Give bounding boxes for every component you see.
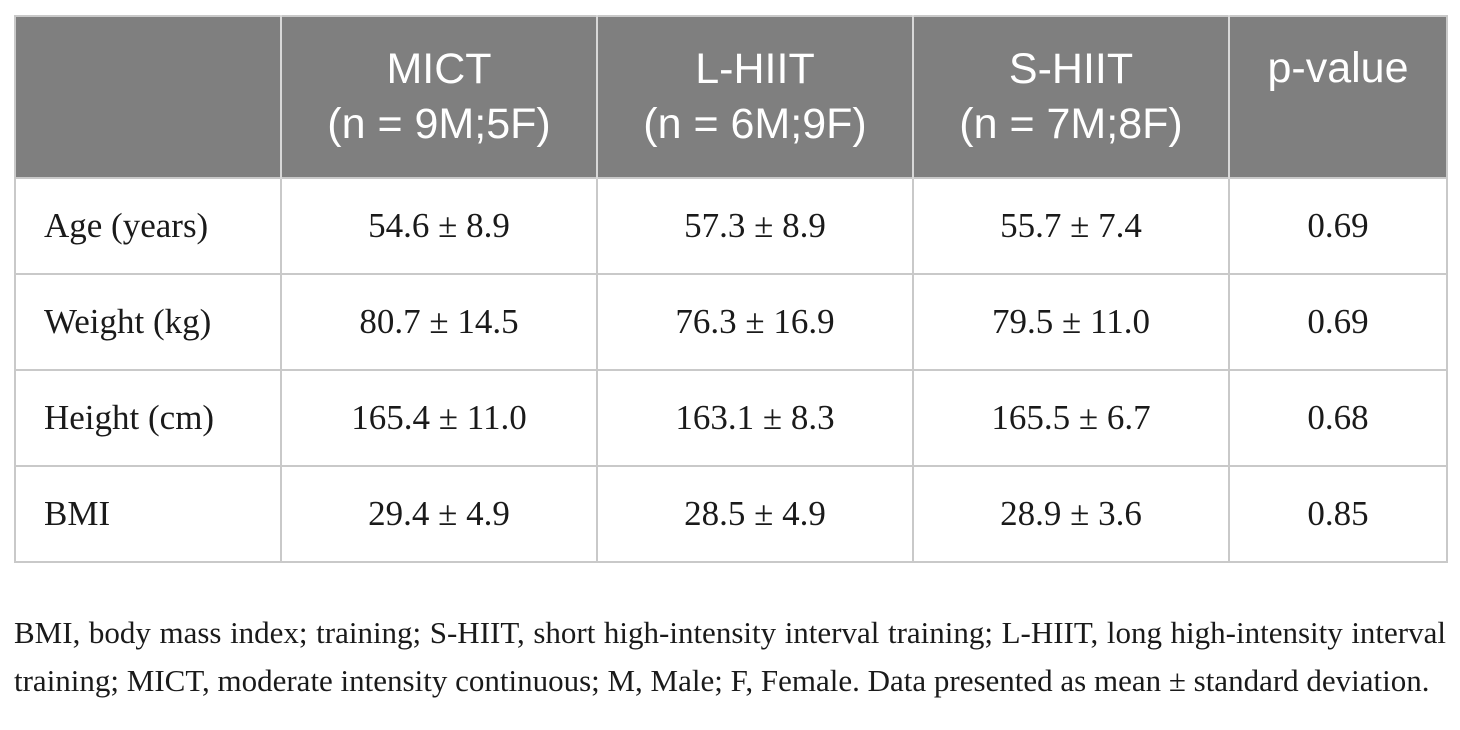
table-header: MICT (n = 9M;5F) L-HIIT (n = 6M;9F) S-HI… [15, 16, 1447, 178]
cell-shiit: 28.9 ± 3.6 [912, 465, 1229, 562]
table-row: Height (cm) 165.4 ± 11.0 163.1 ± 8.3 165… [15, 369, 1447, 466]
header-shiit-count: (n = 7M;8F) [959, 100, 1183, 148]
cell-lhiit: 28.5 ± 4.9 [596, 465, 913, 562]
table-footnote: BMI, body mass index; training; S-HIIT, … [14, 615, 1446, 698]
table-body: Age (years) 54.6 ± 8.9 57.3 ± 8.9 55.7 ±… [15, 177, 1447, 562]
cell-p-value: 0.69 [1228, 177, 1447, 274]
header-p-value-label: p-value [1267, 44, 1409, 92]
header-row: MICT (n = 9M;5F) L-HIIT (n = 6M;9F) S-HI… [15, 16, 1447, 178]
demographics-table: MICT (n = 9M;5F) L-HIIT (n = 6M;9F) S-HI… [14, 15, 1448, 563]
header-mict-name: MICT [386, 45, 492, 93]
cell-p-value: 0.69 [1228, 273, 1447, 370]
row-label: Weight (kg) [15, 273, 281, 370]
table-row: Weight (kg) 80.7 ± 14.5 76.3 ± 16.9 79.5… [15, 273, 1447, 370]
cell-shiit: 79.5 ± 11.0 [912, 273, 1229, 370]
header-empty-cell [15, 16, 281, 178]
header-mict: MICT (n = 9M;5F) [280, 16, 597, 178]
cell-mict: 54.6 ± 8.9 [280, 177, 597, 274]
cell-mict: 165.4 ± 11.0 [280, 369, 597, 466]
row-label: Height (cm) [15, 369, 281, 466]
header-shiit-name: S-HIIT [1008, 45, 1134, 93]
demographics-table-container: MICT (n = 9M;5F) L-HIIT (n = 6M;9F) S-HI… [14, 15, 1448, 563]
header-lhiit-count: (n = 6M;9F) [643, 100, 867, 148]
cell-p-value: 0.85 [1228, 465, 1447, 562]
header-p-value: p-value [1228, 16, 1447, 178]
cell-lhiit: 76.3 ± 16.9 [596, 273, 913, 370]
header-shiit: S-HIIT (n = 7M;8F) [912, 16, 1229, 178]
row-label: BMI [15, 465, 281, 562]
header-mict-count: (n = 9M;5F) [327, 100, 551, 148]
table-row: BMI 29.4 ± 4.9 28.5 ± 4.9 28.9 ± 3.6 0.8… [15, 465, 1447, 562]
cell-lhiit: 163.1 ± 8.3 [596, 369, 913, 466]
header-lhiit-name: L-HIIT [695, 45, 815, 93]
cell-mict: 29.4 ± 4.9 [280, 465, 597, 562]
row-label: Age (years) [15, 177, 281, 274]
table-row: Age (years) 54.6 ± 8.9 57.3 ± 8.9 55.7 ±… [15, 177, 1447, 274]
cell-shiit: 165.5 ± 6.7 [912, 369, 1229, 466]
cell-shiit: 55.7 ± 7.4 [912, 177, 1229, 274]
cell-lhiit: 57.3 ± 8.9 [596, 177, 913, 274]
header-lhiit: L-HIIT (n = 6M;9F) [596, 16, 913, 178]
cell-mict: 80.7 ± 14.5 [280, 273, 597, 370]
cell-p-value: 0.68 [1228, 369, 1447, 466]
